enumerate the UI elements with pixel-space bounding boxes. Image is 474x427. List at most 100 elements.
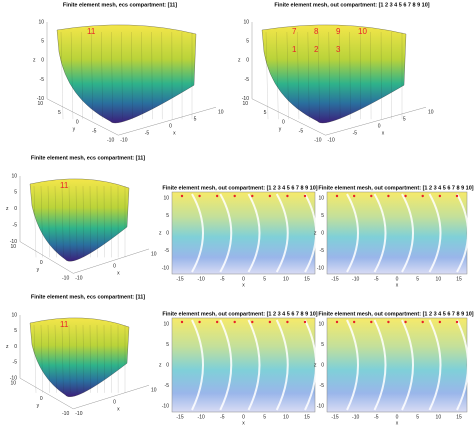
x-tick-label: 0 — [378, 124, 381, 130]
y-tick-label: -10 — [62, 411, 69, 417]
x-tick-label: -10 — [198, 414, 205, 420]
arc — [401, 193, 414, 273]
x-tick-label: 5 — [263, 414, 266, 420]
z-tick-label: -10 — [317, 403, 324, 409]
y-tick-label: -5 — [92, 128, 97, 134]
panel-title: Finite element mesh, out compartment: [1… — [162, 311, 317, 317]
marker-label: 7 — [292, 27, 297, 36]
x-tick-label: -5 — [145, 131, 150, 137]
z-tick-label: 10 — [38, 19, 44, 25]
z-tick-label: 5 — [321, 213, 324, 219]
y-tick-label: -10 — [314, 138, 321, 144]
z-tick-label: 5 — [166, 213, 169, 219]
x-tick-label: -10 — [328, 138, 335, 144]
axis — [19, 315, 150, 410]
mesh-line — [349, 31, 351, 120]
marker — [421, 194, 424, 198]
x-tick-label: 10 — [218, 110, 224, 116]
z-tick-label: -5 — [245, 77, 250, 83]
y-tick-label: 0 — [282, 119, 285, 125]
x-tick-label: 0 — [169, 124, 172, 130]
z-tick-label: 0 — [166, 362, 169, 368]
mesh-line — [61, 324, 64, 393]
z-tick-label: 0 — [41, 58, 44, 64]
y-tick-label: 0 — [40, 396, 43, 402]
arc — [373, 193, 387, 273]
x-tick-label: 10 — [283, 276, 289, 282]
marker — [404, 320, 407, 324]
z-axis-label: z — [238, 58, 241, 64]
axis — [19, 176, 150, 274]
x-axis-label: x — [396, 420, 399, 426]
z-axis-label: z — [159, 362, 162, 368]
marker — [455, 194, 459, 198]
x-tick-label: 15 — [304, 414, 310, 420]
mesh-line — [131, 31, 133, 120]
marker — [438, 194, 442, 198]
y-axis-label: y — [73, 126, 76, 132]
plot-area — [171, 317, 316, 413]
z-tick-label: 5 — [41, 39, 44, 45]
mesh-line — [47, 324, 50, 393]
marker-label: 10 — [358, 27, 367, 36]
y-tick-label: -10 — [62, 276, 69, 282]
mesh-line — [54, 185, 57, 258]
mesh-line — [101, 31, 103, 120]
arc — [456, 193, 469, 273]
x-axis-label: x — [117, 270, 120, 276]
x-axis-label: x — [242, 282, 245, 288]
y-axis-label: y — [37, 403, 40, 409]
z-tick-label: 0 — [166, 230, 169, 236]
arc — [346, 193, 359, 273]
z-tick-label: 10 — [243, 19, 249, 25]
mesh-line — [89, 185, 91, 258]
mesh-line — [70, 31, 74, 120]
z-axis-label: z — [159, 230, 162, 236]
x-tick-label: -10 — [352, 414, 359, 420]
z-tick-label: 10 — [163, 321, 169, 327]
marker — [286, 320, 289, 324]
z-tick-label: -10 — [162, 403, 169, 409]
x-tick-label: 0 — [396, 276, 399, 282]
mesh-line — [40, 185, 43, 258]
arc — [304, 319, 317, 411]
mesh-line — [307, 31, 310, 120]
z-tick-label: -10 — [37, 96, 44, 102]
plot-area — [326, 191, 468, 275]
mesh — [261, 24, 407, 124]
z-tick-label: 5 — [321, 342, 324, 348]
x-tick-label: 10 — [436, 414, 442, 420]
x-tick-label: -10 — [75, 276, 82, 282]
y-tick-label: 10 — [37, 101, 43, 107]
x-tick-label: 15 — [456, 276, 462, 282]
mesh-line — [96, 185, 98, 258]
marker — [370, 320, 373, 324]
arc — [191, 319, 204, 411]
z-tick-label: -10 — [10, 375, 17, 381]
x-tick-label: -5 — [374, 276, 379, 282]
x-tick-label: -10 — [120, 138, 127, 144]
marker — [268, 194, 272, 198]
marker — [286, 194, 289, 198]
marker — [370, 194, 373, 198]
mesh-line — [60, 31, 64, 120]
z-tick-label: -5 — [40, 77, 45, 83]
arc — [401, 319, 414, 411]
x-axis-label: x — [396, 282, 399, 288]
marker — [421, 320, 424, 324]
mesh — [29, 178, 130, 262]
arc — [219, 193, 233, 273]
arc — [373, 319, 387, 411]
marker-label: 11 — [87, 27, 96, 36]
marker-label: 11 — [60, 181, 69, 190]
marker — [335, 320, 339, 324]
mesh-line — [91, 31, 93, 120]
z-axis-label: z — [314, 362, 317, 368]
mesh-line — [286, 31, 289, 120]
mesh-line — [121, 31, 123, 120]
arc — [219, 319, 233, 411]
z-tick-label: 0 — [14, 206, 17, 212]
marker — [387, 194, 390, 198]
mesh-line — [276, 31, 279, 120]
